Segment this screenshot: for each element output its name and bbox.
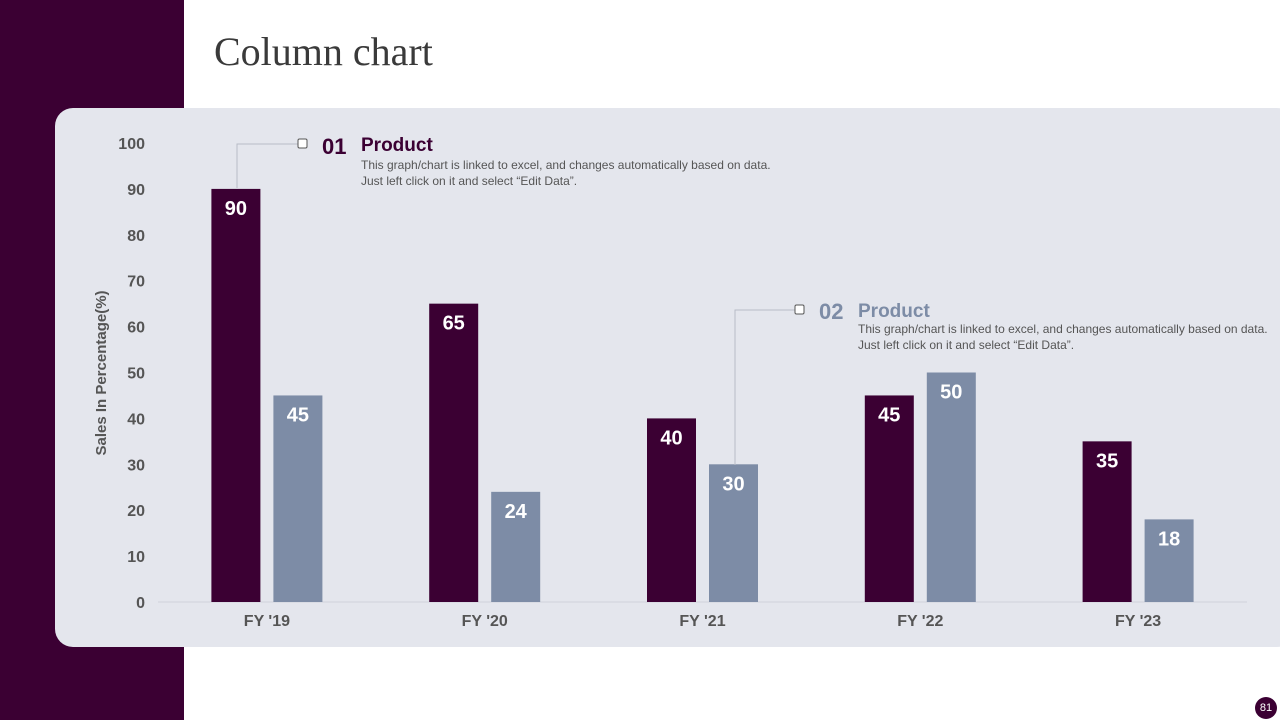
bar-1-3 bbox=[647, 418, 696, 602]
callout-description: This graph/chart is linked to excel, and… bbox=[361, 158, 771, 188]
data-label: 50 bbox=[940, 382, 962, 404]
x-tick-label: FY '20 bbox=[462, 613, 508, 630]
bar-2-5 bbox=[1144, 519, 1194, 602]
bar-1-1 bbox=[211, 188, 261, 602]
x-tick-label: FY '23 bbox=[1115, 613, 1161, 630]
bar-2-2 bbox=[491, 491, 541, 602]
bar-1-5 bbox=[1082, 441, 1132, 602]
callout-number: 02 bbox=[819, 299, 844, 324]
y-tick-label: 40 bbox=[127, 411, 145, 428]
y-tick-label: 20 bbox=[127, 503, 145, 520]
data-label: 24 bbox=[505, 501, 528, 523]
data-label: 30 bbox=[722, 473, 744, 495]
y-tick-label: 70 bbox=[127, 274, 145, 291]
callout-description: This graph/chart is linked to excel, and… bbox=[858, 322, 1268, 352]
data-label: 45 bbox=[878, 404, 900, 426]
x-tick-label: FY '19 bbox=[244, 613, 290, 630]
callout-title: Product bbox=[361, 135, 433, 156]
y-tick-label: 100 bbox=[118, 136, 145, 153]
data-label: 18 bbox=[1158, 528, 1180, 550]
callout-2-marker bbox=[794, 304, 805, 315]
y-tick-label: 90 bbox=[127, 182, 145, 199]
page-title: Column chart bbox=[214, 29, 433, 74]
data-label: 65 bbox=[443, 313, 465, 335]
callout-number: 01 bbox=[322, 134, 347, 159]
callout-1-marker bbox=[297, 138, 308, 149]
data-label: 45 bbox=[287, 404, 309, 426]
callout-title: Product bbox=[858, 301, 930, 322]
callout-1-connector bbox=[236, 143, 300, 188]
y-tick-label: 50 bbox=[127, 366, 145, 383]
y-tick-label: 30 bbox=[127, 457, 145, 474]
chart-panel: 0 10 20 30 40 50 60 70 80 90 100 90 45 65 24 40 30 45 50 3… bbox=[55, 108, 1280, 647]
y-tick-label: 80 bbox=[127, 228, 145, 245]
callout-2-connector bbox=[734, 309, 796, 465]
data-label: 35 bbox=[1096, 450, 1118, 472]
y-axis-ticks: 0 10 20 30 40 50 60 70 80 90 100 bbox=[118, 136, 145, 612]
bar-1-4 bbox=[864, 395, 914, 602]
y-tick-label: 60 bbox=[127, 320, 145, 337]
bar-2-3 bbox=[709, 464, 758, 602]
bar-2-1 bbox=[273, 395, 323, 602]
x-tick-label: FY '21 bbox=[679, 613, 725, 630]
y-tick-label: 10 bbox=[127, 549, 145, 566]
bar-1-2 bbox=[429, 303, 479, 602]
y-axis-label: Sales In Percentage(%) bbox=[93, 290, 110, 455]
x-axis-ticks: FY '19 FY '20 FY '21 FY '22 FY '23 bbox=[244, 613, 1162, 630]
page-number-badge: 81 bbox=[1255, 697, 1277, 719]
x-tick-label: FY '22 bbox=[897, 613, 943, 630]
y-tick-label: 0 bbox=[136, 595, 145, 612]
bar-2-4 bbox=[926, 372, 976, 602]
bars: 90 45 65 24 40 30 45 50 35 18 bbox=[211, 188, 1194, 602]
data-label: 40 bbox=[660, 427, 682, 449]
data-label: 90 bbox=[225, 198, 247, 220]
